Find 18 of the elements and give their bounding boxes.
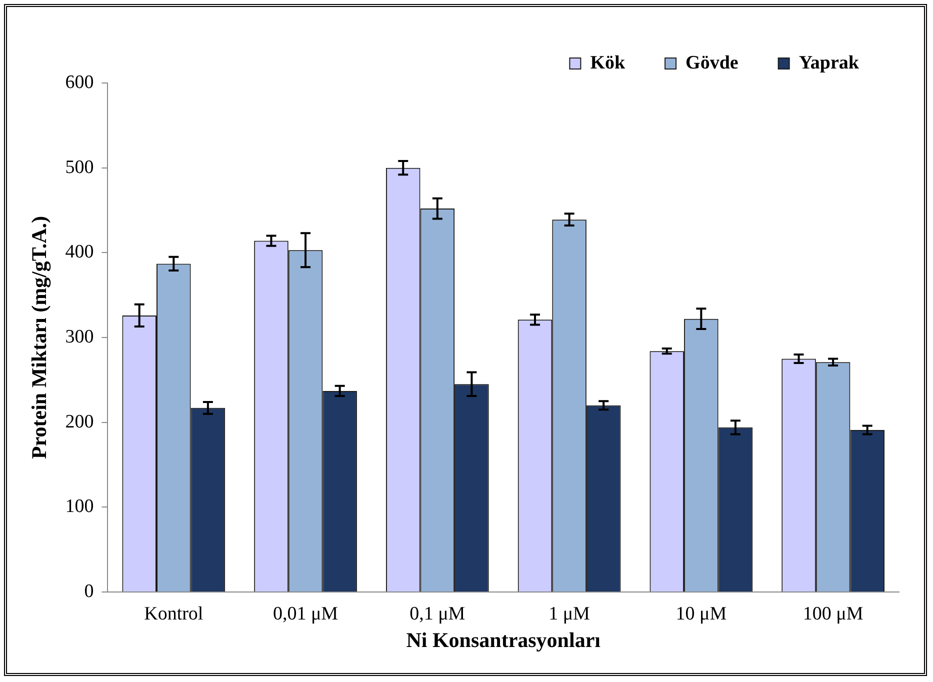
x-tick-label: Kontrol (144, 603, 204, 624)
x-axis-title: Ni Konsantrasyonları (406, 628, 601, 652)
x-tick-label: 100 μM (802, 603, 864, 624)
x-tick-label: 1 μM (548, 603, 590, 624)
y-tick-label: 400 (65, 242, 94, 263)
y-axis-title: Protein Miktarı (mg/gT.A.) (27, 216, 52, 460)
x-tick-label: 10 μM (676, 603, 727, 624)
x-tick-label: 0,1 μM (410, 603, 466, 624)
y-tick-label: 200 (65, 411, 94, 432)
legend-label: Gövde (686, 52, 738, 74)
y-tick-label: 500 (65, 156, 94, 178)
y-tick-label: 600 (65, 72, 94, 93)
y-tick-label: 0 (84, 580, 94, 602)
legend-label: Yaprak (798, 52, 860, 74)
y-tick-label: 300 (65, 326, 94, 348)
x-tick-label: 0,01 μM (272, 603, 338, 624)
y-tick-label: 100 (65, 496, 94, 518)
legend-label: Kök (590, 52, 626, 74)
